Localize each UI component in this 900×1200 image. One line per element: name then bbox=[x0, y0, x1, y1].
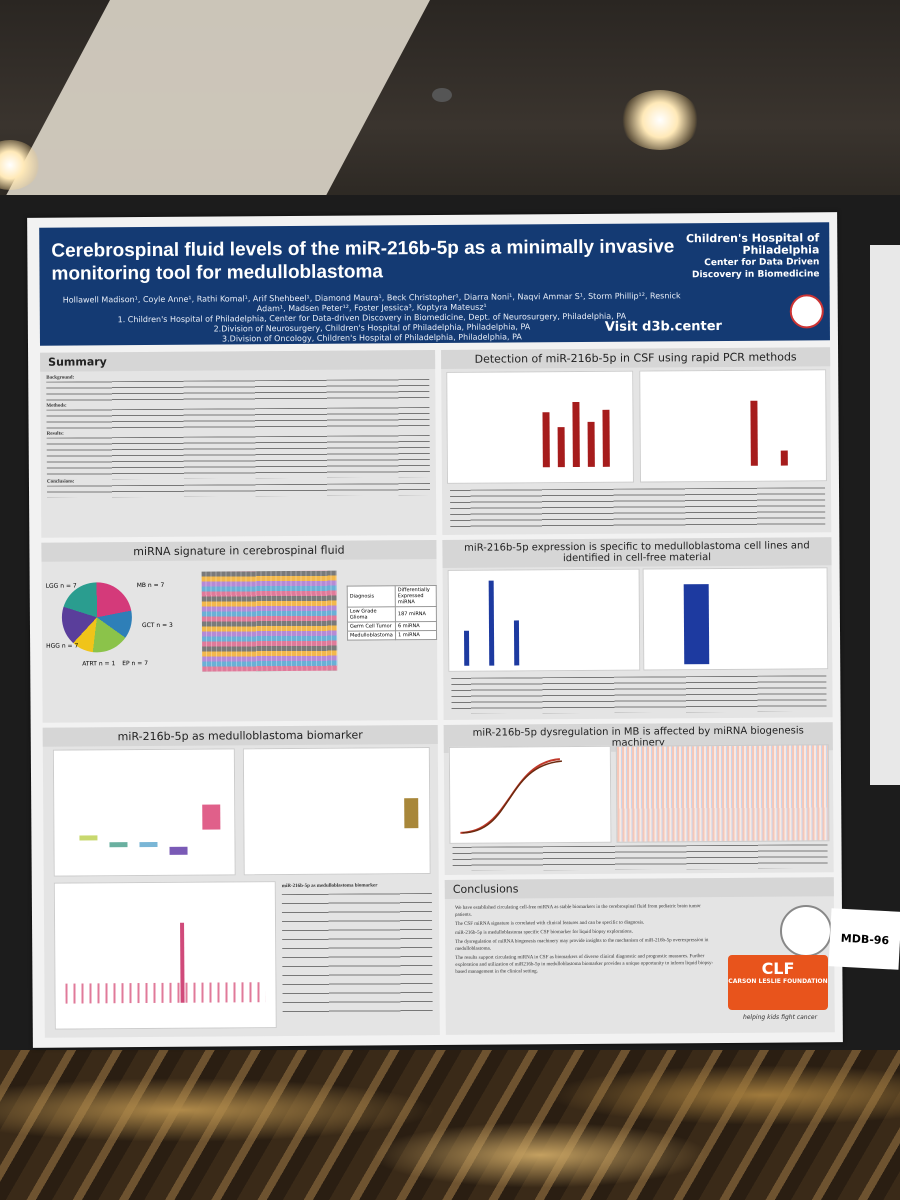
conclusion-item: The CSF miRNA signature is correlated wi… bbox=[455, 920, 645, 927]
detection-title: Detection of miR-216b-5p in CSF using ra… bbox=[441, 347, 831, 369]
biomarker-caption-head: miR-216b-5p as medulloblastoma biomarker bbox=[281, 883, 378, 890]
dot-cloud bbox=[65, 982, 266, 1004]
diagnosis-table: Diagnosis Differentially Expressed miRNA… bbox=[346, 584, 438, 641]
bar bbox=[542, 412, 550, 468]
boxplot-b bbox=[242, 747, 431, 876]
ddpcr-chart-b bbox=[639, 369, 827, 483]
conclusion-item: miR-216b-5p is medulloblastoma specific … bbox=[455, 929, 633, 936]
biomarker-section: miR-216b-5p as medulloblastoma biomarker… bbox=[42, 724, 440, 1038]
poster-header: Cerebrospinal fluid levels of the miR-21… bbox=[39, 222, 830, 346]
summary-section: Summary Background: Methods: Results: Co… bbox=[40, 349, 437, 538]
summary-results-text bbox=[46, 435, 430, 480]
chop-logo: Children's Hospital of Philadelphia Cent… bbox=[669, 231, 820, 281]
bar bbox=[780, 450, 788, 466]
dot-spike bbox=[180, 922, 185, 1003]
pie-label-gct: GCT n = 3 bbox=[141, 621, 173, 630]
box-ep bbox=[109, 842, 128, 848]
dysregulation-section: miR-216b-5p dysregulation in MB is affec… bbox=[443, 722, 834, 875]
d3b-logo-icon bbox=[789, 294, 824, 329]
biomarker-caption: miR-216b-5p as medulloblastoma biomarker bbox=[281, 883, 433, 1015]
poster-number-tag: MDB-96 bbox=[828, 908, 900, 970]
cell-free-chart-b bbox=[642, 567, 829, 671]
summary-bg-text bbox=[46, 379, 430, 404]
conclusions-body: We have established circulating cell-fre… bbox=[445, 897, 726, 982]
chop-name: Children's Hospital of Philadelphia bbox=[685, 231, 820, 257]
box-mb-b bbox=[404, 798, 419, 829]
specific-section: miR-216b-5p expression is specific to me… bbox=[442, 537, 833, 720]
qpcr-chart-a bbox=[446, 370, 634, 484]
detection-caption bbox=[450, 487, 826, 528]
bar bbox=[750, 400, 758, 466]
cell-line-chart-a bbox=[447, 568, 641, 672]
boxplot-a bbox=[52, 748, 236, 877]
specific-caption bbox=[451, 675, 827, 714]
heatmap bbox=[201, 570, 338, 672]
bar bbox=[464, 630, 470, 666]
cumulative-curves bbox=[460, 758, 562, 834]
pie-label-mb: MB n = 7 bbox=[136, 581, 165, 590]
box-mb bbox=[202, 804, 221, 830]
mirna-title: miRNA signature in cerebrospinal fluid bbox=[41, 539, 437, 562]
box-hgg bbox=[139, 841, 158, 848]
conclusions-title: Conclusions bbox=[444, 877, 834, 899]
ceiling-light-right bbox=[620, 90, 700, 150]
clf-sub: CARSON LESLIE FOUNDATION bbox=[728, 978, 828, 985]
summary-background: Background: bbox=[46, 375, 75, 381]
clf-name: CLF bbox=[761, 959, 795, 978]
table-cell: Low Grade Glioma bbox=[347, 606, 396, 623]
security-camera-icon bbox=[432, 88, 452, 102]
table-cell: 187 miRNA bbox=[395, 606, 437, 622]
bar bbox=[488, 580, 495, 666]
table-header-mirna: Differentially Expressed miRNA bbox=[395, 585, 437, 607]
conclusion-item: The results support circulating miRNA in… bbox=[455, 954, 714, 975]
chop-center: Center for Data Driven Discovery in Biom… bbox=[691, 257, 820, 281]
bar bbox=[602, 409, 610, 467]
adjacent-poster bbox=[870, 245, 900, 785]
bar bbox=[572, 401, 580, 468]
dysregulation-caption bbox=[452, 844, 828, 871]
box-gct bbox=[79, 835, 98, 841]
summary-methods-text bbox=[46, 407, 430, 432]
dot-plot-c bbox=[53, 881, 277, 1030]
summary-conclusions: Conclusions: bbox=[46, 479, 75, 485]
pie-label-lgg: LGG n = 7 bbox=[45, 582, 77, 590]
box-lgg bbox=[169, 846, 188, 855]
table-cell: 1 miRNA bbox=[395, 630, 437, 640]
bar bbox=[513, 620, 520, 666]
poster: Cerebrospinal fluid levels of the miR-21… bbox=[27, 212, 843, 1048]
bar bbox=[557, 427, 565, 468]
pie-label-ep: EP n = 7 bbox=[122, 660, 149, 668]
mirna-section: miRNA signature in cerebrospinal fluid L… bbox=[41, 539, 438, 723]
repression-curve-a bbox=[448, 745, 612, 844]
table-cell: Germ Cell Tumor bbox=[347, 621, 396, 632]
bar bbox=[587, 421, 595, 467]
pie-label-hgg: HGG n = 7 bbox=[46, 642, 79, 650]
summary-conclusions-text bbox=[46, 483, 431, 498]
conclusion-item: We have established circulating cell-fre… bbox=[454, 904, 701, 918]
summary-methods: Methods: bbox=[46, 403, 67, 409]
specific-title: miR-216b-5p expression is specific to me… bbox=[442, 537, 832, 568]
summary-results: Results: bbox=[46, 431, 64, 437]
author-list: Hollawell Madison¹, Coyle Anne¹, Rathi K… bbox=[52, 291, 692, 345]
poster-title: Cerebrospinal fluid levels of the miR-21… bbox=[51, 236, 675, 285]
pie-label-atrt: ATRT n = 1 bbox=[82, 660, 116, 668]
detection-section: Detection of miR-216b-5p in CSF using ra… bbox=[441, 347, 832, 535]
clf-tagline: helping kids fight cancer bbox=[742, 1014, 818, 1021]
table-cell: Medulloblastoma bbox=[347, 630, 396, 641]
biomarker-caption-text bbox=[281, 893, 433, 1015]
seal-logo-icon bbox=[780, 905, 832, 957]
biomarker-title: miR-216b-5p as medulloblastoma biomarker bbox=[42, 724, 438, 747]
clf-logo: CLF CARSON LESLIE FOUNDATION bbox=[728, 955, 828, 1010]
gene-heatmap-b bbox=[615, 744, 830, 843]
table-header-diagnosis: Diagnosis bbox=[347, 585, 396, 608]
table-cell: 6 miRNA bbox=[395, 621, 437, 631]
bar bbox=[683, 584, 710, 665]
visit-link: Visit d3b.center bbox=[604, 318, 722, 335]
conclusion-item: The dysregulation of miRNA biogenesis ma… bbox=[455, 938, 709, 952]
summary-body: Background: Methods: Results: Conclusion… bbox=[40, 369, 436, 502]
carpet bbox=[0, 1050, 900, 1200]
